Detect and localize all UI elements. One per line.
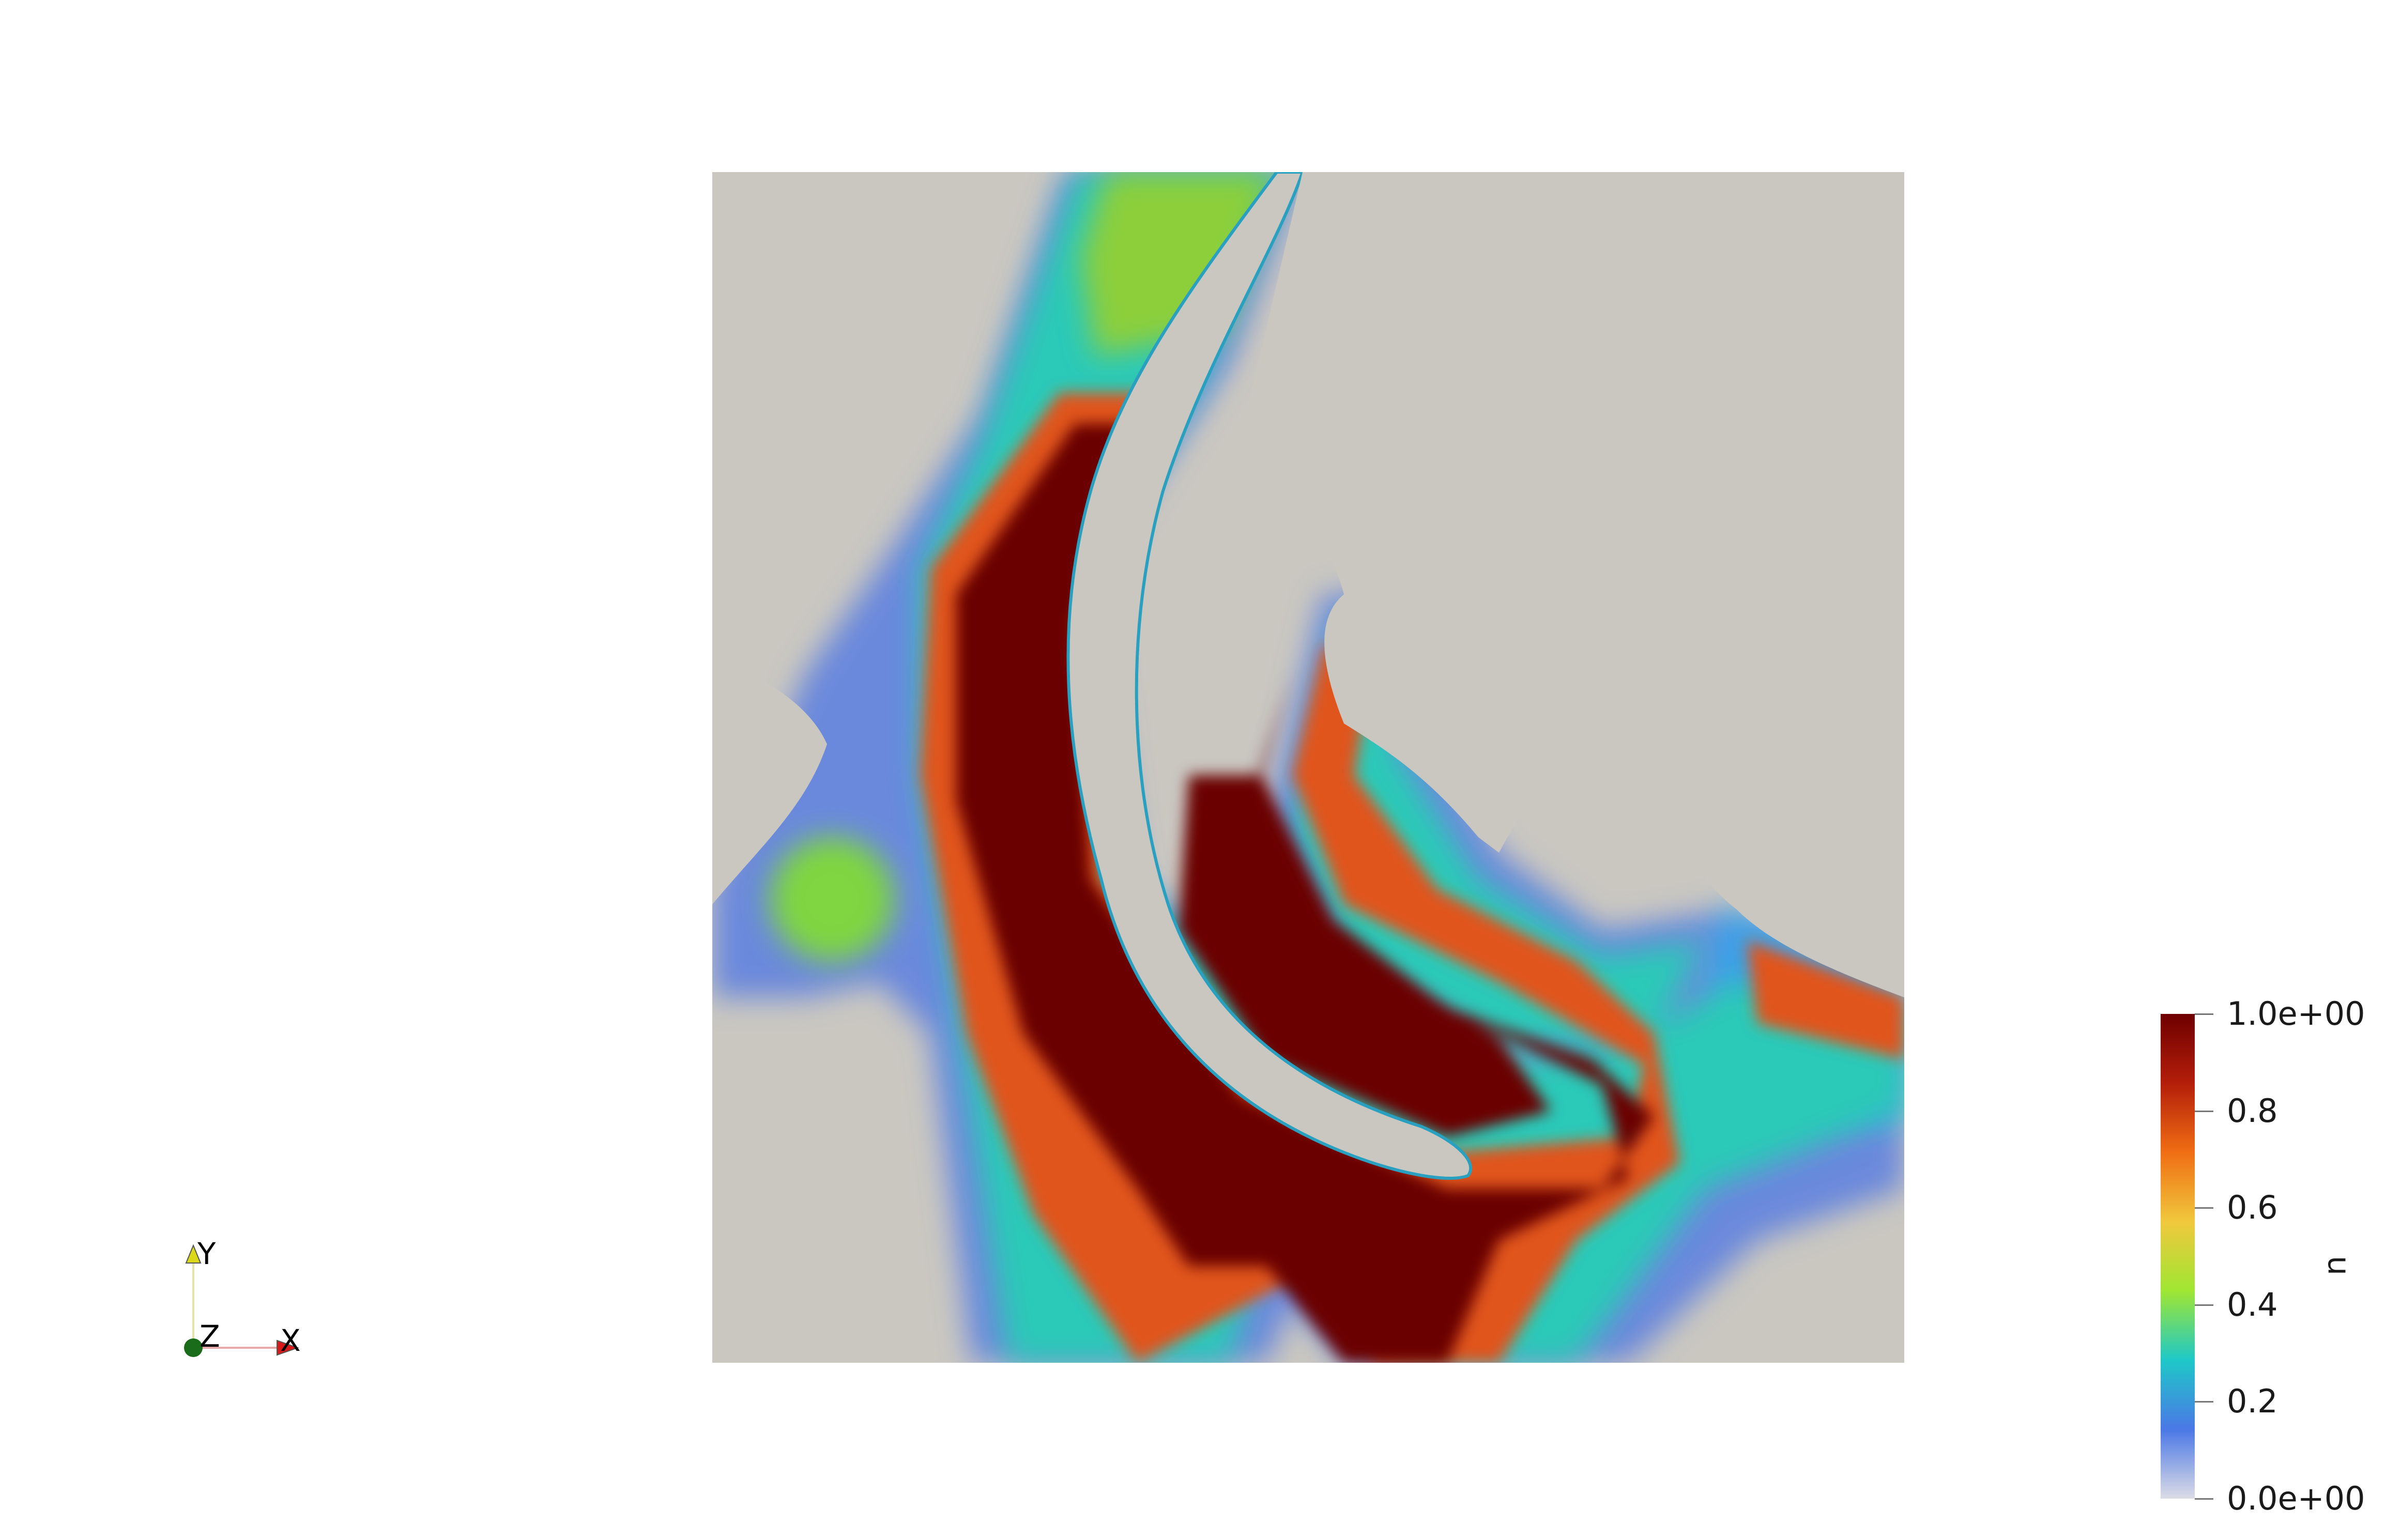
colorbar-tick-label: 0.0e+00 xyxy=(2227,1480,2365,1517)
colorbar-tick-label: 1.0e+00 xyxy=(2227,995,2365,1033)
color-legend[interactable]: 1.0e+00 0.8 0.6 0.4 0.2 0.0e+00 xyxy=(2161,998,2378,1524)
colorbar-tick-mark xyxy=(2195,1207,2213,1209)
z-axis-dot-icon xyxy=(184,1338,203,1357)
colorbar-tick-mark xyxy=(2195,1304,2213,1306)
x-axis-label: X xyxy=(280,1323,301,1358)
y-axis-arrow-icon xyxy=(185,1244,202,1264)
field-core-darkred xyxy=(956,424,1654,1363)
colorbar-tick-mark xyxy=(2195,1401,2213,1403)
right-obstacle xyxy=(1241,172,1904,997)
curved-blade-obstacle xyxy=(1066,172,1473,1180)
colorbar-tick-label: 0.8 xyxy=(2227,1091,2278,1130)
y-axis-label: Y xyxy=(197,1236,216,1271)
colorbar-tick-label: 0.4 xyxy=(2227,1285,2278,1323)
z-axis-label: Z xyxy=(200,1319,220,1354)
colorbar-tick-mark xyxy=(2195,1013,2213,1015)
simulation-domain xyxy=(712,172,1904,1363)
colorbar-tick-label: 0.2 xyxy=(2227,1382,2278,1421)
solid-obstacles xyxy=(712,172,1904,1180)
colorbar-tick-mark xyxy=(2195,1498,2213,1500)
x-axis-arrow-icon xyxy=(277,1339,300,1356)
orientation-axes: Y Z X xyxy=(171,1230,326,1385)
colorbar-tick-label: 0.6 xyxy=(2227,1189,2278,1227)
field-inlet-green xyxy=(1080,172,1277,357)
colorbar-gradient xyxy=(2161,1014,2195,1499)
left-bump-obstacle xyxy=(712,656,827,904)
colorbar-title: u xyxy=(2321,1256,2357,1276)
colorbar-tick-mark xyxy=(2195,1110,2213,1112)
